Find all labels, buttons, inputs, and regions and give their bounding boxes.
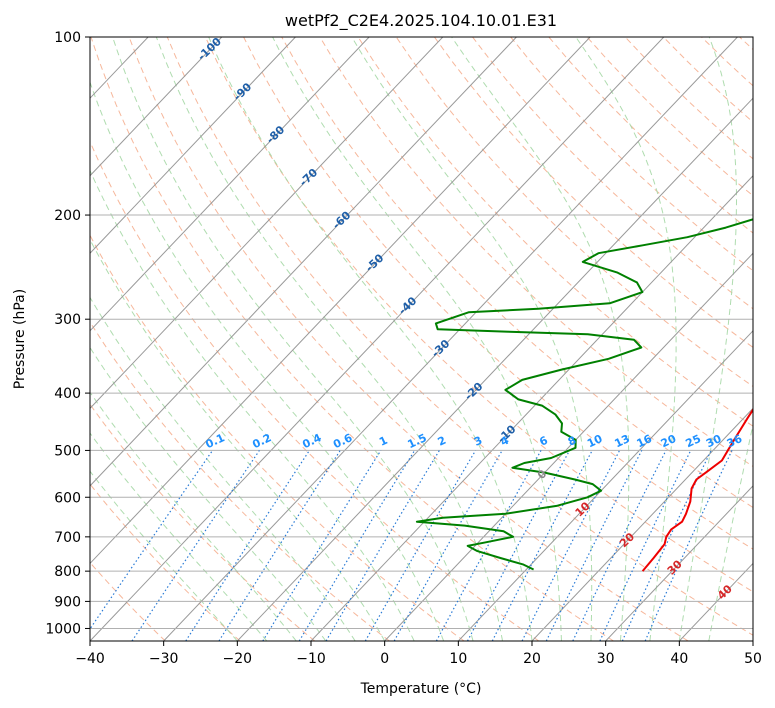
dewpoint-profile-line xyxy=(415,218,753,571)
y-tick-label: 700 xyxy=(54,530,81,546)
moist-adiabat xyxy=(575,37,677,641)
moist-adiabat xyxy=(272,37,562,641)
isotherm-line xyxy=(90,37,444,410)
axes: −40 −30 −20 −10 0 10 20 30 40 50 100 200 300 400 500 60… xyxy=(45,30,762,667)
isotherm-line xyxy=(90,37,517,487)
mixing-ratio-line xyxy=(131,450,260,641)
y-tick-label: 900 xyxy=(54,594,81,610)
dry-adiabat xyxy=(166,37,753,636)
mixing-ratio-line xyxy=(185,450,310,641)
y-tick-label: 100 xyxy=(54,30,81,46)
isotherm-line xyxy=(90,37,591,565)
y-tick-label: 1000 xyxy=(45,621,81,637)
isotherm-line xyxy=(90,37,665,641)
moist-adiabat xyxy=(90,80,445,641)
mixing-ratio-line xyxy=(466,450,571,641)
isotherm-line xyxy=(605,485,753,641)
plot-frame xyxy=(89,36,754,642)
dry-adiabat xyxy=(90,403,316,641)
mixing-ratio-label: 36 xyxy=(725,432,745,450)
moist-adiabat xyxy=(678,37,737,641)
mixing-ratio-label: 10 xyxy=(585,432,605,450)
dry-adiabat xyxy=(243,37,753,550)
dry-adiabat xyxy=(472,37,753,310)
x-tick-label: 50 xyxy=(744,651,762,667)
profile-lines xyxy=(415,218,753,572)
mixing-ratio-label: 16 xyxy=(635,432,655,450)
moist-adiabat xyxy=(90,238,386,641)
isotherm-line xyxy=(90,37,223,177)
x-tick-label: 40 xyxy=(670,651,688,667)
x-tick-label: 30 xyxy=(597,651,615,667)
mixing-ratio-line xyxy=(644,450,733,641)
isotherm-line xyxy=(384,252,753,641)
isotherm-line xyxy=(310,175,753,641)
y-axis-title: Pressure (hPa) xyxy=(12,289,28,389)
moist-adiabat xyxy=(90,346,327,641)
isotherm-line xyxy=(163,37,738,641)
x-tick-label: 20 xyxy=(523,651,541,667)
x-axis-title: Temperature (°C) xyxy=(360,681,482,697)
x-tick-label: −10 xyxy=(296,651,326,667)
y-tick-label: 500 xyxy=(54,443,81,459)
mixing-ratio-line xyxy=(90,450,214,631)
isotherm-line xyxy=(90,37,296,255)
temperature-profile-line xyxy=(641,407,753,572)
mixing-ratio-line xyxy=(435,450,542,641)
x-tick-label: −30 xyxy=(149,651,179,667)
mixing-ratio-label: 30 xyxy=(704,432,724,450)
mixing-ratio-line xyxy=(298,450,416,641)
x-tick-label: 10 xyxy=(449,651,467,667)
y-tick-label: 200 xyxy=(54,208,81,224)
moist-adiabat xyxy=(451,37,630,641)
moist-adiabat xyxy=(90,432,268,641)
dry-adiabat xyxy=(90,234,465,641)
moist-adiabat xyxy=(90,391,297,641)
y-tick-label: 300 xyxy=(54,312,81,328)
isotherm-line xyxy=(457,330,753,641)
chart-title: wetPf2_C2E4.2025.104.10.01.E31 xyxy=(285,11,557,31)
mixing-ratio-label: 20 xyxy=(659,432,679,450)
x-tick-label: −40 xyxy=(75,651,105,667)
dry-adiabat xyxy=(90,37,614,641)
mixing-ratio-label: 25 xyxy=(684,432,703,450)
dry-adiabat xyxy=(90,320,390,641)
x-tick-label: 0 xyxy=(380,651,389,667)
isotherm-line xyxy=(531,407,753,641)
y-tick-label: 800 xyxy=(54,564,81,580)
mixing-ratio-line xyxy=(545,450,643,641)
background-lines xyxy=(90,37,753,641)
isotherm-line xyxy=(90,37,370,332)
isotherm-line xyxy=(236,97,753,641)
moist-adiabat xyxy=(351,37,593,641)
moist-adiabat xyxy=(708,422,753,641)
mixing-ratio-line xyxy=(393,450,503,641)
moist-adiabat xyxy=(112,37,474,641)
mixing-ratio-line xyxy=(218,450,341,641)
dry-adiabat xyxy=(90,483,241,641)
moist-adiabat xyxy=(155,37,503,641)
dry-adiabat xyxy=(281,37,753,509)
moist-adiabat xyxy=(208,37,533,641)
mixing-ratio-label: 13 xyxy=(612,432,631,450)
dry-adiabat xyxy=(90,140,540,641)
y-tick-label: 600 xyxy=(54,490,81,506)
y-tick-label: 400 xyxy=(54,386,81,402)
x-tick-label: −20 xyxy=(223,651,253,667)
moist-adiabat xyxy=(90,470,238,641)
mixing-ratio-line xyxy=(262,450,382,641)
moist-adiabat xyxy=(90,296,356,641)
